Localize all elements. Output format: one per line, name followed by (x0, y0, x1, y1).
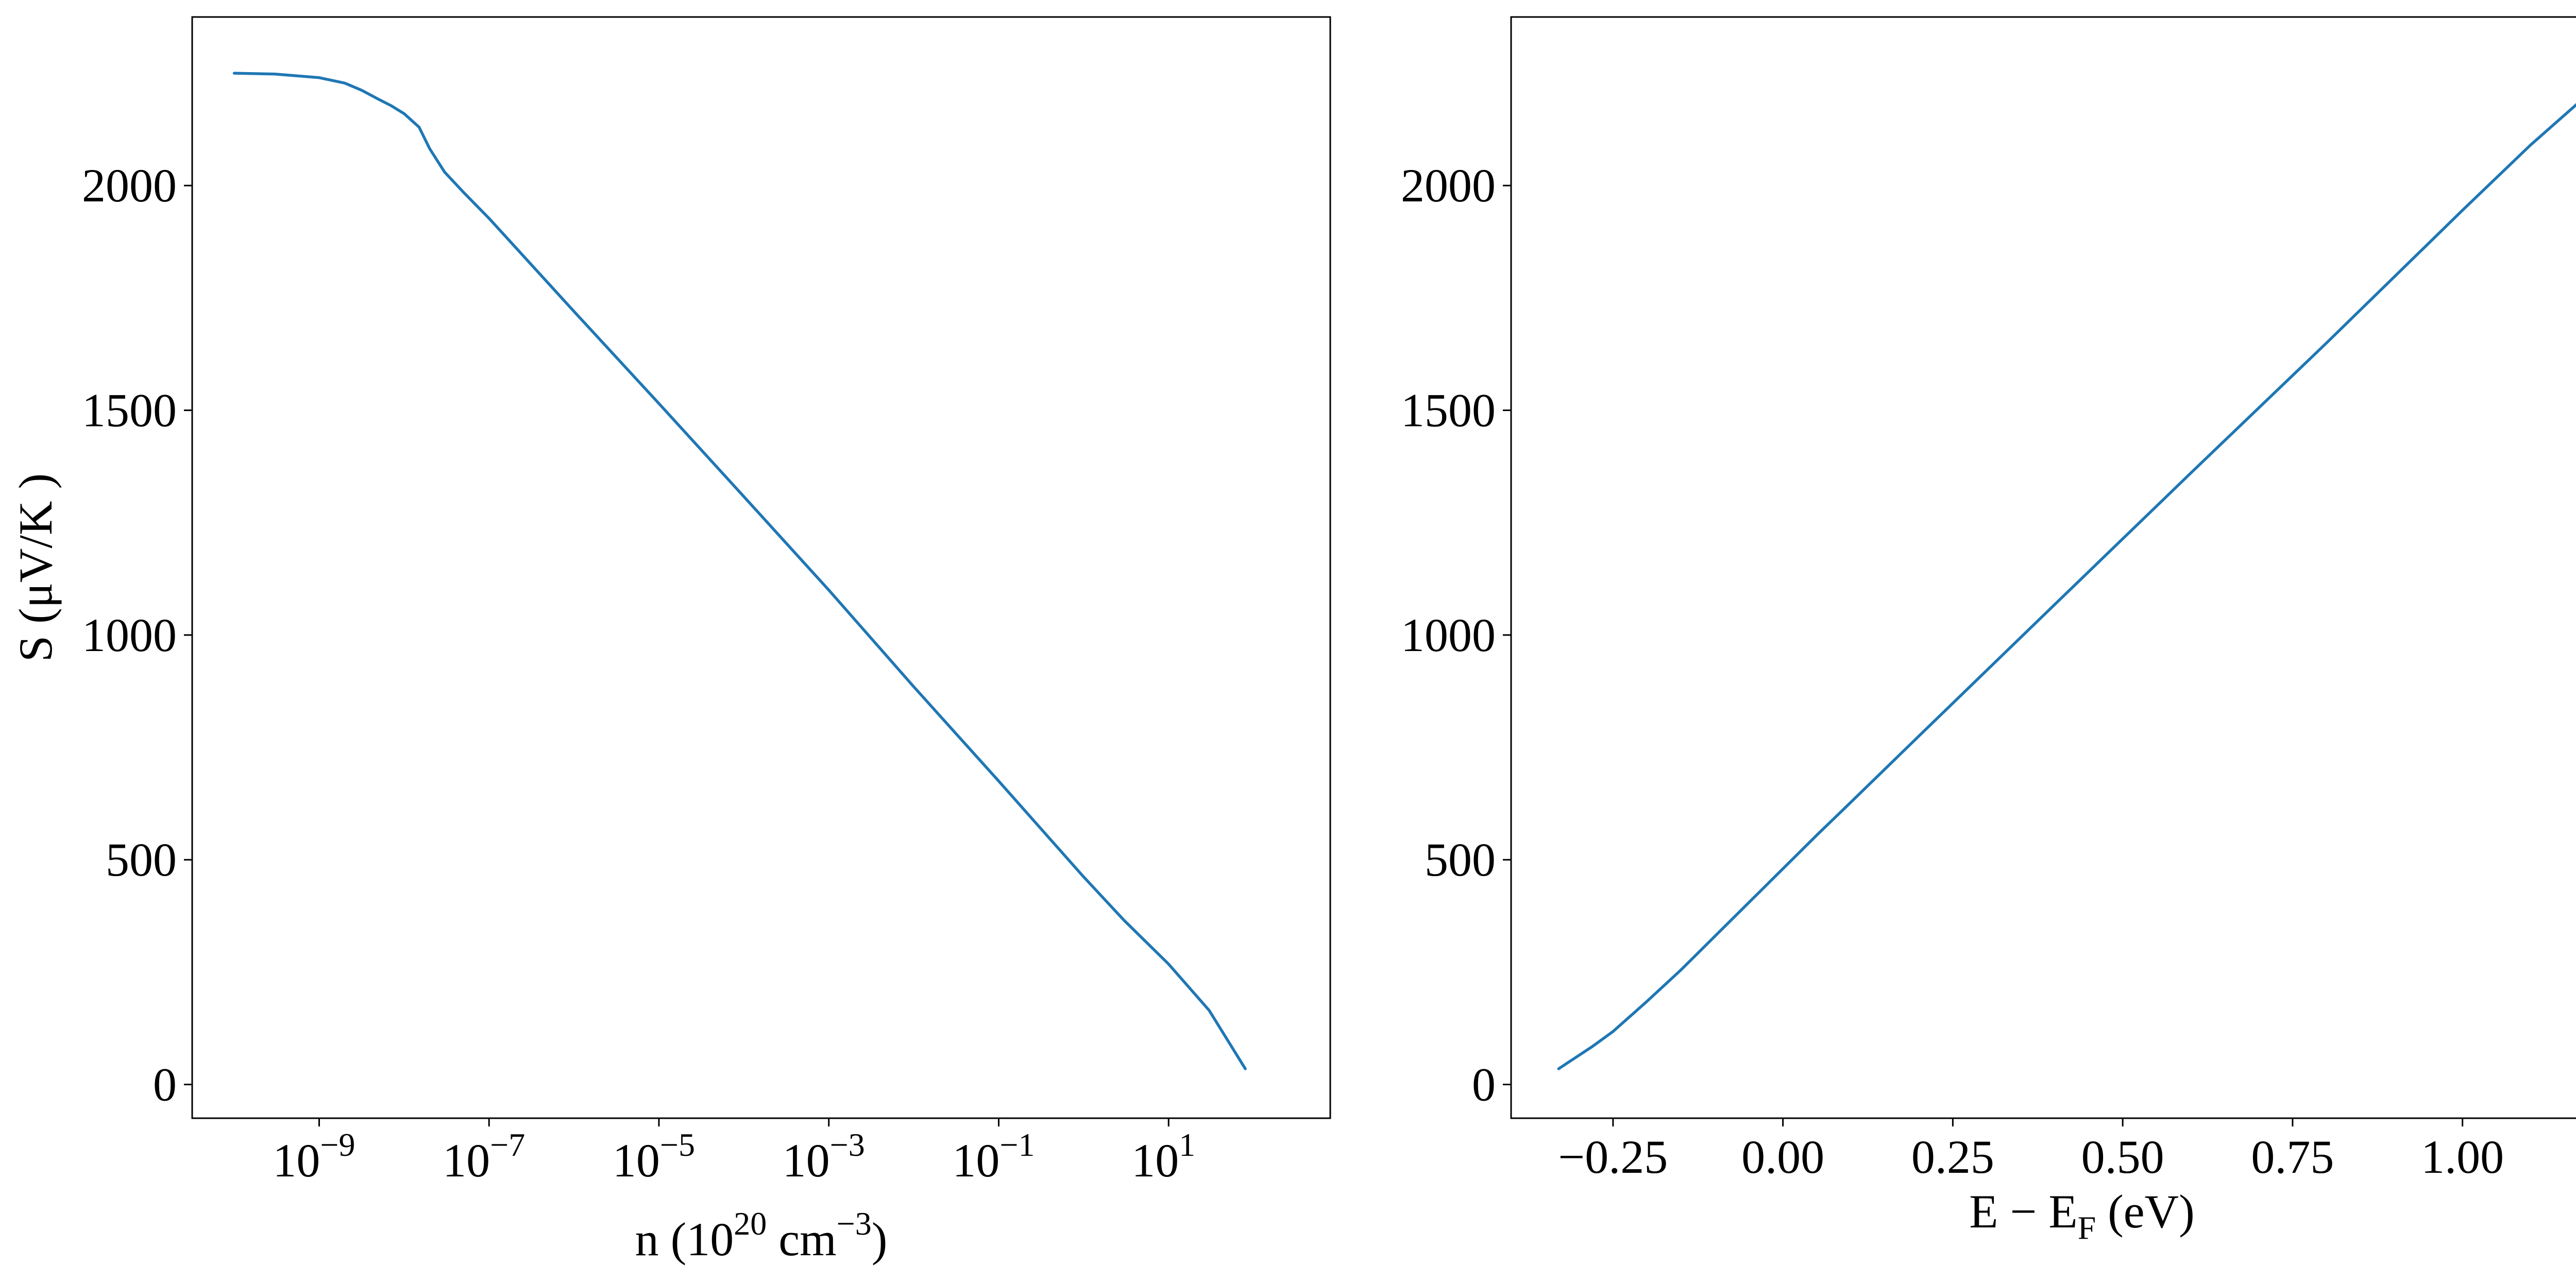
x-tick-label: 0.50 (2081, 1131, 2164, 1183)
x-axis-label: E − EF (eV) (1969, 1185, 2194, 1246)
x-axis-label-unit: (eV) (2096, 1185, 2195, 1238)
x-axis-label-close: ) (872, 1213, 888, 1266)
y-tick-label: 0 (153, 1058, 177, 1111)
y-axis-label: S (μV/K ) (9, 473, 62, 662)
plot-frame (1510, 16, 2576, 1119)
x-tick-label: 10−5 (613, 1126, 695, 1187)
x-tick-label-base: 10 (1131, 1134, 1179, 1187)
x-tick-label-base: 10 (783, 1134, 830, 1187)
x-tick-label-exponent: −1 (999, 1126, 1035, 1163)
y-tick-label: 500 (1425, 833, 1496, 886)
x-tick-label-base: 10 (952, 1134, 999, 1187)
x-axis-label-main: E − E (1969, 1185, 2077, 1238)
x-tick-label: 101 (1131, 1126, 1195, 1187)
x-axis-label-subscript: F (2078, 1209, 2096, 1246)
x-tick-label-exponent: −5 (660, 1126, 695, 1163)
series-line (232, 72, 1247, 1070)
y-tick-label: 1000 (82, 609, 177, 661)
x-tick-label: 0.00 (1741, 1131, 1824, 1183)
x-tick-label: 10−7 (443, 1126, 525, 1187)
y-tick-label: 1500 (1401, 384, 1496, 437)
right-panel-seebeck-vs-energy: 0 500 1000 1500 2000 −0.25 0.00 0.25 0.50 0.75 1.0… (1401, 16, 2576, 1246)
x-tick-label-base: 10 (443, 1134, 490, 1187)
x-tick-label-exponent: −9 (320, 1126, 355, 1163)
x-tick-label-base: 10 (273, 1134, 320, 1187)
x-axis-label-unit: cm (767, 1213, 836, 1266)
x-axis-label-main: n (10 (635, 1213, 734, 1266)
y-tick-label: 1000 (1401, 609, 1496, 661)
y-tick-label: 2000 (1401, 159, 1496, 212)
y-tick-label: 500 (106, 833, 177, 886)
x-axis-label: n (1020 cm−3) (635, 1205, 888, 1266)
x-tick-label: 10−9 (273, 1126, 355, 1187)
series-line (1557, 103, 2576, 1070)
x-tick-label-exponent: 1 (1179, 1126, 1195, 1163)
y-tick-label: 0 (1472, 1058, 1496, 1111)
x-tick-label: −0.25 (1558, 1131, 1668, 1183)
x-axis-label-exponent: −3 (837, 1205, 872, 1242)
x-tick-label: 1.00 (2421, 1131, 2504, 1183)
x-axis-label-exponent: 20 (734, 1205, 767, 1242)
x-tick-label-base: 10 (613, 1134, 660, 1187)
x-tick-label-exponent: −7 (490, 1126, 525, 1163)
y-tick-label: 1500 (82, 384, 177, 437)
y-tick-label: 2000 (82, 159, 177, 212)
plot-frame (191, 16, 1331, 1119)
x-tick-label: 0.75 (2251, 1131, 2334, 1183)
x-tick-label: 0.25 (1911, 1131, 1994, 1183)
x-tick-label-exponent: −3 (830, 1126, 865, 1163)
x-tick-label: 10−1 (952, 1126, 1035, 1187)
x-tick-label: 10−3 (783, 1126, 865, 1187)
